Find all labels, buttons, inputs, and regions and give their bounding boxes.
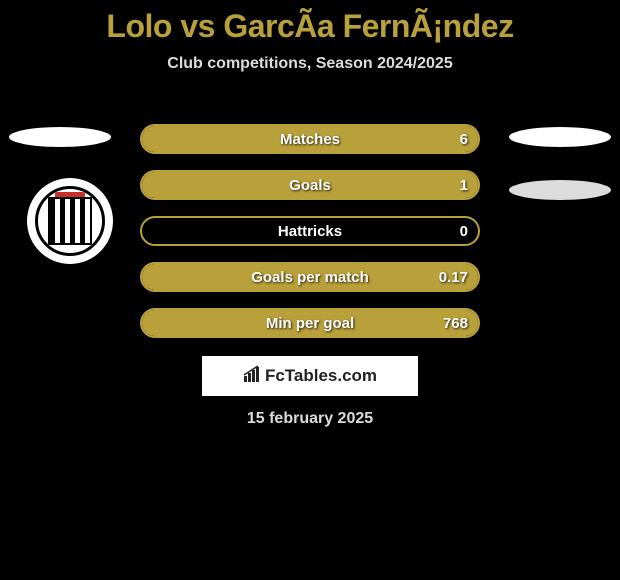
stat-value: 6 — [460, 131, 468, 148]
stat-label: Hattricks — [278, 223, 342, 240]
stat-row-hattricks: Hattricks 0 — [140, 216, 480, 246]
source-attribution: FcTables.com — [202, 356, 418, 396]
badge-inner — [35, 186, 105, 256]
stat-value: 1 — [460, 177, 468, 194]
stat-value: 0 — [460, 223, 468, 240]
source-text: FcTables.com — [265, 366, 377, 386]
stat-label: Goals — [289, 177, 331, 194]
stat-value: 768 — [443, 315, 468, 332]
subtitle: Club competitions, Season 2024/2025 — [0, 55, 620, 73]
stat-label: Goals per match — [251, 269, 369, 286]
stat-value: 0.17 — [439, 269, 468, 286]
player-left-ellipse — [9, 127, 111, 147]
stat-label: Min per goal — [266, 315, 354, 332]
stat-row-min-per-goal: Min per goal 768 — [140, 308, 480, 338]
stats-container: Matches 6 Goals 1 Hattricks 0 Goals per … — [140, 124, 480, 354]
page-title: Lolo vs GarcÃ­a FernÃ¡ndez — [0, 0, 620, 45]
player-right-ellipse-1 — [509, 127, 611, 147]
stat-row-goals-per-match: Goals per match 0.17 — [140, 262, 480, 292]
player-right-ellipse-2 — [509, 180, 611, 200]
stat-row-goals: Goals 1 — [140, 170, 480, 200]
chart-icon — [243, 365, 261, 388]
badge-stripes — [48, 197, 92, 245]
date-text: 15 february 2025 — [0, 410, 620, 428]
club-badge — [27, 178, 113, 264]
stat-label: Matches — [280, 131, 340, 148]
stat-row-matches: Matches 6 — [140, 124, 480, 154]
